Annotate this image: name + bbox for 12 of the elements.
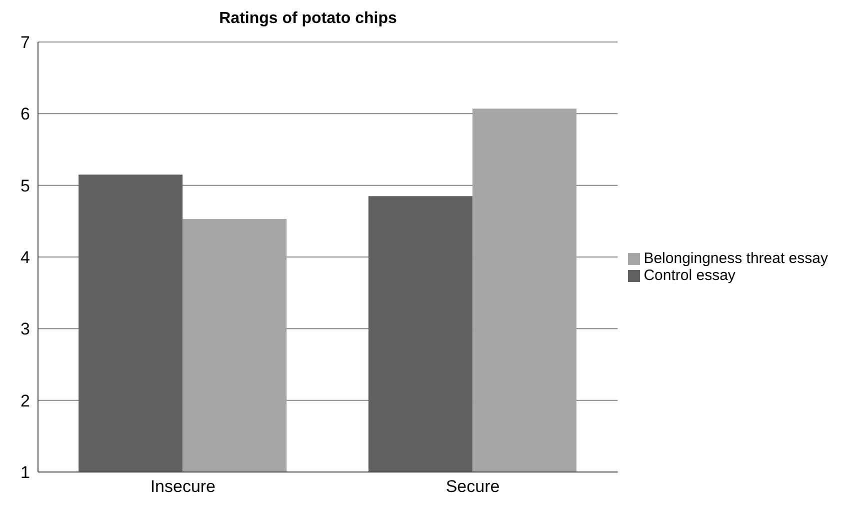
y-tick-label: 2: [20, 391, 30, 410]
y-tick-label: 1: [20, 463, 30, 482]
x-tick-label: Secure: [446, 477, 500, 496]
y-tick-label: 5: [20, 176, 30, 196]
y-tick-label: 7: [20, 33, 30, 52]
y-tick-label: 4: [20, 248, 30, 268]
legend-label: Belongingness threat essay: [644, 250, 828, 267]
y-tick-label: 3: [20, 320, 30, 339]
legend-label: Control essay: [644, 267, 736, 284]
y-tick-label: 6: [20, 104, 30, 124]
chart-title: Ratings of potato chips: [218, 9, 398, 29]
x-tick-label: Insecure: [150, 477, 216, 496]
